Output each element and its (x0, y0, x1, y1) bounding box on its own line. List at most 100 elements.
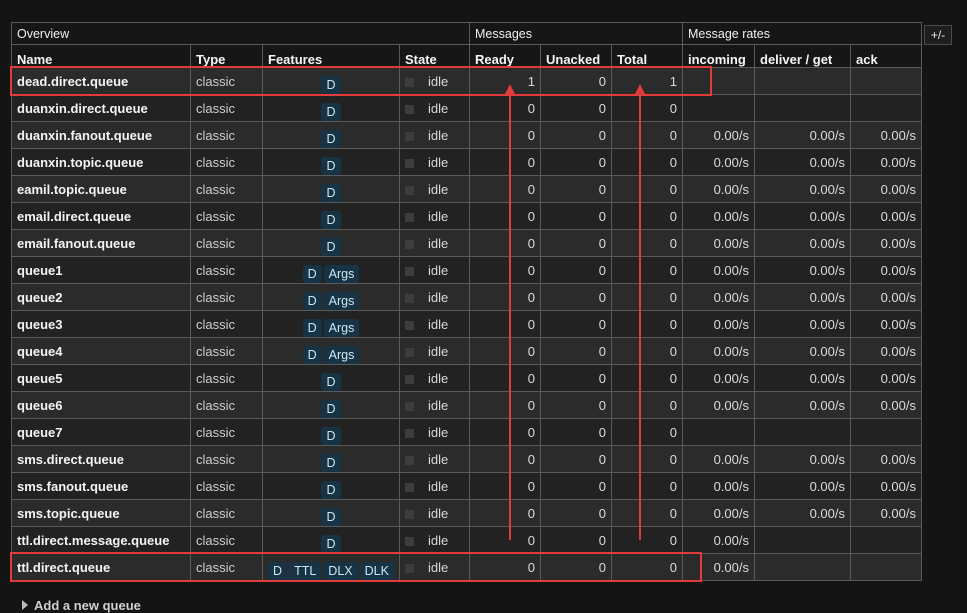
queue-features: D (262, 526, 400, 554)
queue-row[interactable]: queue1 classic D Args idle 0 0 0 0.00/s 0.00/s 0.0… (11, 256, 922, 284)
total-count: 0 (611, 526, 683, 554)
queue-name-link[interactable]: duanxin.topic.queue (11, 148, 191, 176)
ack-rate: 0.00/s (850, 256, 922, 284)
queue-name-link[interactable]: queue7 (11, 418, 191, 446)
queues-table: Overview Messages Message rates Name Typ… (11, 22, 922, 581)
queue-features: D (262, 499, 400, 527)
queue-state: idle (399, 94, 470, 122)
incoming-rate: 0.00/s (682, 121, 755, 149)
incoming-rate: 0.00/s (682, 391, 755, 419)
total-count: 0 (611, 553, 683, 581)
feature-badge: D (321, 238, 341, 256)
ack-rate: 0.00/s (850, 175, 922, 203)
queue-name-link[interactable]: duanxin.direct.queue (11, 94, 191, 122)
deliver-get-rate (754, 67, 851, 95)
column-header-type[interactable]: Type (190, 44, 263, 68)
column-header-ack[interactable]: ack (850, 44, 922, 68)
ack-rate (850, 553, 922, 581)
queue-name-link[interactable]: queue2 (11, 283, 191, 311)
feature-badge: D (321, 157, 341, 175)
deliver-get-rate: 0.00/s (754, 364, 851, 392)
ack-rate (850, 67, 922, 95)
queue-name-link[interactable]: queue1 (11, 256, 191, 284)
total-count: 0 (611, 364, 683, 392)
queue-row[interactable]: queue4 classic D Args idle 0 0 0 0.00/s 0.00/s 0.0… (11, 337, 922, 365)
incoming-rate: 0.00/s (682, 310, 755, 338)
add-queue-toggle[interactable]: Add a new queue (22, 598, 141, 613)
queue-name-link[interactable]: duanxin.fanout.queue (11, 121, 191, 149)
ready-count: 0 (469, 256, 541, 284)
total-count: 0 (611, 418, 683, 446)
column-header-features[interactable]: Features (262, 44, 400, 68)
queue-name-link[interactable]: ttl.direct.message.queue (11, 526, 191, 554)
queue-type: classic (190, 418, 263, 446)
queue-features: D (262, 391, 400, 419)
queue-row[interactable]: queue3 classic D Args idle 0 0 0 0.00/s 0.00/s 0.0… (11, 310, 922, 338)
queue-name-link[interactable]: ttl.direct.queue (11, 553, 191, 581)
queue-features: D (262, 229, 400, 257)
queue-type: classic (190, 94, 263, 122)
column-toggle-button[interactable]: +/- (924, 25, 952, 45)
queue-name-link[interactable]: queue5 (11, 364, 191, 392)
deliver-get-rate (754, 418, 851, 446)
incoming-rate: 0.00/s (682, 445, 755, 473)
ready-count: 0 (469, 526, 541, 554)
incoming-rate: 0.00/s (682, 499, 755, 527)
queue-name-link[interactable]: queue4 (11, 337, 191, 365)
queue-features: D (262, 175, 400, 203)
deliver-get-rate (754, 553, 851, 581)
queue-type: classic (190, 499, 263, 527)
deliver-get-rate: 0.00/s (754, 229, 851, 257)
ack-rate: 0.00/s (850, 310, 922, 338)
column-header-unacked[interactable]: Unacked (540, 44, 612, 68)
queue-name-link[interactable]: email.direct.queue (11, 202, 191, 230)
ack-rate: 0.00/s (850, 337, 922, 365)
queue-name-link[interactable]: dead.direct.queue (11, 67, 191, 95)
column-header-deliver-get[interactable]: deliver / get (754, 44, 851, 68)
queue-name-link[interactable]: eamil.topic.queue (11, 175, 191, 203)
queue-type: classic (190, 526, 263, 554)
queue-name-link[interactable]: queue3 (11, 310, 191, 338)
queue-name-link[interactable]: email.fanout.queue (11, 229, 191, 257)
feature-badge: D (302, 292, 322, 310)
column-header-incoming[interactable]: incoming (682, 44, 755, 68)
total-count: 0 (611, 283, 683, 311)
queue-name-link[interactable]: sms.topic.queue (11, 499, 191, 527)
queue-state: idle (399, 553, 470, 581)
queue-features: D (262, 364, 400, 392)
queue-row[interactable]: queue2 classic D Args idle 0 0 0 0.00/s 0.00/s 0.0… (11, 283, 922, 311)
state-indicator-icon (405, 374, 414, 384)
incoming-rate: 0.00/s (682, 283, 755, 311)
column-header-total[interactable]: Total (611, 44, 683, 68)
queue-name-link[interactable]: queue6 (11, 391, 191, 419)
feature-badge: D (321, 508, 341, 526)
queue-type: classic (190, 310, 263, 338)
queue-type: classic (190, 364, 263, 392)
state-indicator-icon (405, 563, 414, 573)
queue-name-link[interactable]: sms.direct.queue (11, 445, 191, 473)
incoming-rate: 0.00/s (682, 553, 755, 581)
queue-name-link[interactable]: sms.fanout.queue (11, 472, 191, 500)
column-header-ready[interactable]: Ready (469, 44, 541, 68)
state-indicator-icon (405, 428, 414, 438)
column-header-name[interactable]: Name (11, 44, 191, 68)
column-header-state[interactable]: State (399, 44, 470, 68)
queue-row[interactable]: ttl.direct.queue classic D TTL DLX DLK idle 0 0 0… (11, 553, 922, 581)
queue-state: idle (399, 391, 470, 419)
state-indicator-icon (405, 131, 414, 141)
